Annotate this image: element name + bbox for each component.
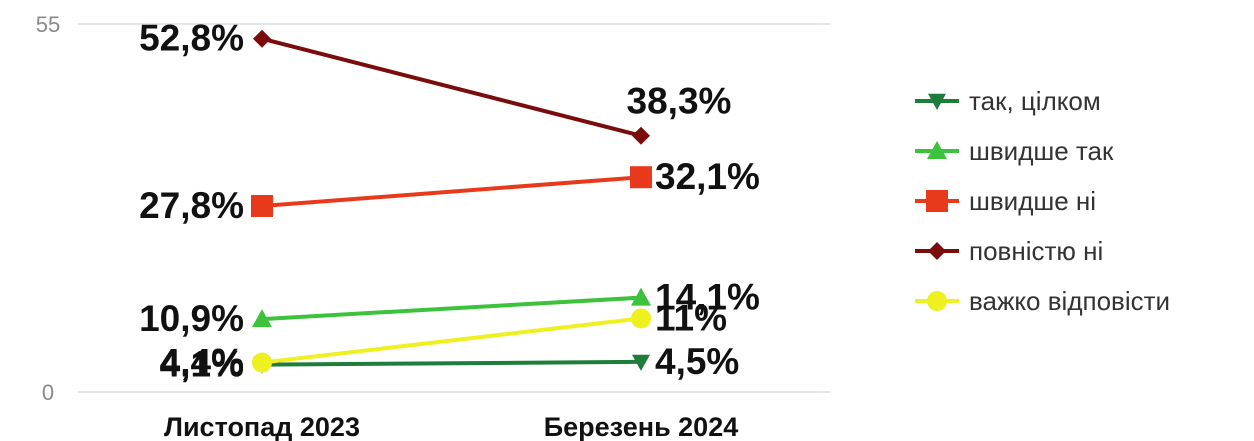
data-point: [632, 126, 650, 145]
legend-label: швидше так: [969, 136, 1114, 166]
legend-item: швидше ні: [915, 186, 1096, 216]
legend-marker: [927, 291, 947, 311]
legend-item: важко відповісти: [915, 286, 1170, 316]
data-point: [252, 352, 272, 373]
series-line: [261, 359, 642, 367]
series-line: [261, 36, 642, 138]
x-category-label: Листопад 2023: [164, 412, 360, 441]
legend-marker: [927, 141, 947, 159]
grid-layer: [78, 23, 830, 393]
data-label: 10,9%: [139, 298, 244, 339]
legend-label: швидше ні: [969, 186, 1096, 216]
data-label: 32,1%: [655, 156, 760, 197]
series-line: [261, 175, 642, 208]
axis-layer: 55 0 Листопад 2023 Березень 2024: [36, 12, 738, 441]
data-point: [252, 309, 272, 328]
label-layer: 4,1% 4,5% 10,9% 14,1% 27,8% 32,1% 52,8% 38,3% 4,…: [139, 18, 760, 385]
legend-marker: [928, 93, 946, 110]
legend-marker: [926, 190, 948, 212]
data-label: 52,8%: [139, 18, 244, 59]
legend-item: повністю ні: [915, 236, 1103, 266]
data-label: 11%: [655, 297, 727, 338]
legend-label: так, цілком: [969, 86, 1101, 116]
series-line: [261, 295, 642, 322]
data-label: 4,1%: [160, 344, 244, 385]
legend: так, цілком швидше так швидше ні повністю н…: [915, 86, 1170, 316]
data-point: [631, 308, 651, 329]
y-tick-label: 55: [36, 12, 60, 37]
data-label: 27,8%: [139, 185, 244, 226]
series-layer: [251, 29, 652, 374]
data-label: 4,5%: [655, 341, 739, 382]
legend-label: повністю ні: [969, 236, 1103, 266]
data-label: 4,4%: [160, 342, 244, 383]
legend-item: швидше так: [915, 136, 1114, 166]
data-point: [632, 354, 650, 371]
data-point: [630, 166, 652, 189]
x-category-label: Березень 2024: [544, 412, 738, 441]
series-line: [261, 316, 642, 365]
data-label: 38,3%: [627, 81, 732, 122]
legend-marker: [928, 242, 946, 260]
legend-item: так, цілком: [915, 86, 1101, 116]
data-point: [631, 287, 651, 306]
data-point: [253, 29, 271, 48]
y-tick-label: 0: [42, 380, 54, 405]
data-point: [251, 194, 273, 217]
data-label: 14,1%: [655, 277, 760, 318]
legend-label: важко відповісти: [969, 286, 1170, 316]
